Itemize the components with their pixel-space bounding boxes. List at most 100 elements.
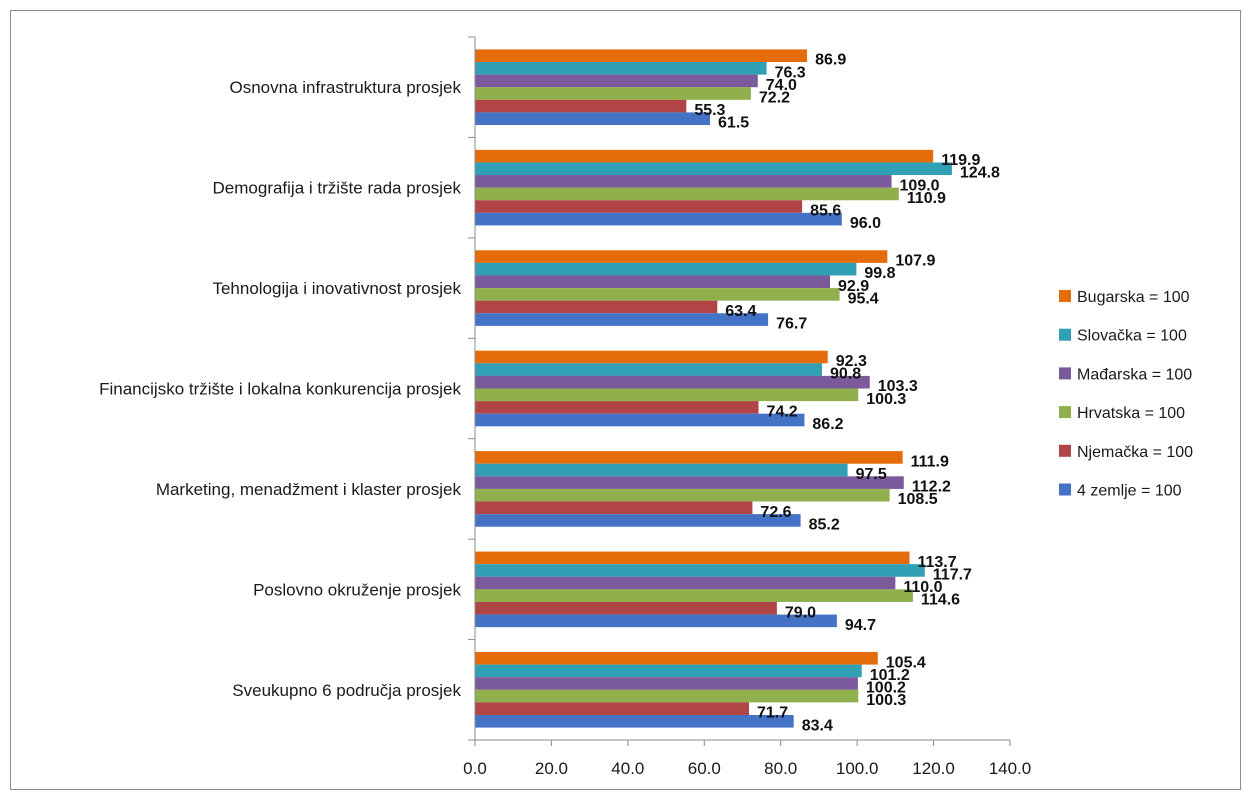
bar (475, 250, 888, 263)
x-tick-label: 140.0 (989, 759, 1032, 778)
data-label: 119.9 (941, 152, 980, 169)
data-label: 124.8 (960, 165, 1000, 182)
bar (475, 300, 718, 314)
bar (475, 112, 711, 126)
legend: Bugarska = 100 Slovačka = 100 Mađarska = 1… (1059, 289, 1193, 500)
bar (475, 551, 910, 565)
data-label: 99.8 (864, 265, 895, 282)
data-labels-layer: 86.976.374.072.255.361.5119.9124.8109.01… (694, 52, 1000, 735)
bar (475, 262, 857, 276)
bar (475, 689, 859, 703)
bar (475, 401, 759, 414)
category-label: Osnovna infrastruktura prosjek (230, 78, 462, 97)
x-tick-label: 120.0 (912, 759, 955, 778)
x-tick-label: 0.0 (463, 759, 487, 778)
category-label: Poslovno okruženje prosjek (253, 580, 461, 599)
legend-swatch (1059, 444, 1071, 457)
axis-layer: Osnovna infrastruktura prosjek Demografij… (99, 36, 1032, 778)
data-label: 113.7 (917, 554, 956, 571)
bar (475, 162, 952, 176)
x-tick-label: 100.0 (836, 759, 879, 778)
bar (475, 187, 899, 201)
data-label: 97.5 (856, 466, 887, 483)
x-tick-label: 60.0 (688, 759, 721, 778)
bar (475, 350, 828, 364)
bar (475, 463, 848, 477)
x-tick-label: 40.0 (611, 759, 644, 778)
legend-label: Hrvatska = 100 (1077, 405, 1185, 422)
bar (475, 375, 870, 389)
data-label: 76.3 (775, 64, 806, 81)
bar (475, 501, 753, 515)
bar (475, 702, 749, 715)
data-label: 90.8 (830, 366, 861, 383)
legend-label: Mađarska = 100 (1077, 366, 1192, 383)
data-label: 105.4 (886, 654, 926, 671)
bar (475, 589, 913, 602)
legend-label: Bugarska = 100 (1077, 289, 1190, 306)
data-label: 117.7 (933, 566, 972, 583)
bar (475, 664, 862, 678)
bar (475, 451, 903, 464)
x-tick-label: 20.0 (535, 759, 568, 778)
bar (475, 651, 878, 665)
data-label: 112.2 (912, 479, 951, 496)
bar (475, 149, 934, 163)
data-label: 114.6 (921, 592, 960, 609)
data-label: 61.5 (718, 115, 749, 132)
data-label: 109.0 (900, 177, 940, 194)
category-label: Tehnologija i inovativnost prosjek (212, 279, 461, 298)
bar (475, 99, 687, 113)
data-label: 86.2 (812, 416, 843, 433)
bar (475, 514, 801, 527)
bar (475, 413, 805, 427)
data-label: 72.2 (759, 90, 790, 107)
bar (475, 363, 822, 376)
bar (475, 388, 859, 402)
data-label: 76.7 (776, 316, 807, 333)
legend-label: Njemačka = 100 (1077, 444, 1193, 461)
data-label: 111.9 (911, 453, 949, 470)
data-label: 85.6 (810, 203, 841, 220)
data-label: 92.9 (838, 278, 869, 295)
data-label: 86.9 (815, 52, 846, 69)
data-label: 55.3 (694, 102, 725, 119)
data-label: 100.2 (866, 679, 906, 696)
data-label: 83.4 (802, 717, 833, 734)
legend-swatch (1059, 367, 1071, 380)
data-label: 79.0 (785, 604, 816, 621)
category-label: Marketing, menadžment i klaster prosjek (156, 480, 462, 499)
data-label: 63.4 (725, 303, 756, 320)
bar (475, 87, 751, 100)
bar (475, 175, 892, 188)
category-label: Demografija i tržište rada prosjek (213, 179, 462, 198)
bar (475, 564, 925, 577)
data-label: 110.9 (907, 190, 946, 207)
data-label: 108.5 (898, 491, 938, 508)
bar-chart: Osnovna infrastruktura prosjek Demografij… (99, 36, 1193, 778)
bar (475, 275, 831, 289)
data-label: 100.3 (866, 391, 906, 408)
data-label: 107.9 (895, 253, 935, 270)
category-label: Financijsko tržište i lokalna konkurenci… (99, 380, 461, 399)
bar (475, 601, 777, 615)
bar (475, 488, 890, 502)
data-label: 101.2 (870, 667, 910, 684)
category-label: Sveukupno 6 područja prosjek (232, 681, 461, 700)
bar (475, 49, 808, 63)
bar (475, 476, 904, 489)
bar (475, 614, 837, 628)
bar (475, 200, 803, 213)
bar (475, 677, 858, 690)
legend-label: 4 zemlje = 100 (1077, 483, 1182, 500)
chart-frame: Osnovna infrastruktura prosjek Demografij… (10, 10, 1241, 790)
legend-swatch (1059, 290, 1071, 302)
bar (475, 288, 840, 301)
bar (475, 62, 767, 75)
data-label: 85.2 (809, 516, 840, 533)
data-label: 110.0 (903, 579, 942, 596)
x-tick-label: 80.0 (764, 759, 797, 778)
legend-label: Slovačka = 100 (1077, 328, 1187, 345)
legend-swatch (1059, 406, 1071, 419)
bar (475, 74, 758, 88)
